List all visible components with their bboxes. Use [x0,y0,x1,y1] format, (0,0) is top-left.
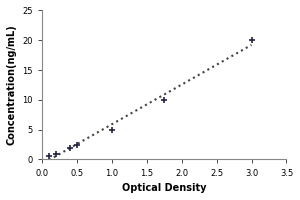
X-axis label: Optical Density: Optical Density [122,183,206,193]
Y-axis label: Concentration(ng/mL): Concentration(ng/mL) [7,25,17,145]
